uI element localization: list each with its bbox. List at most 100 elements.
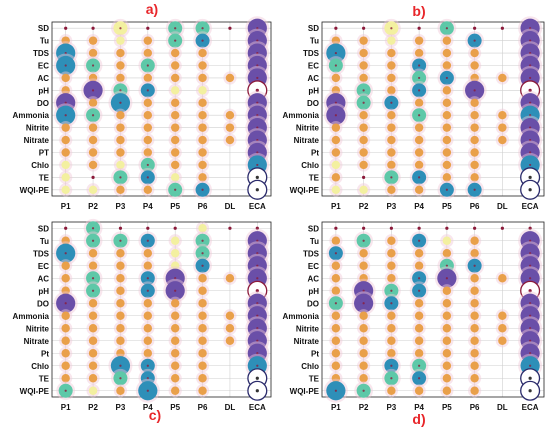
data-marker bbox=[198, 299, 207, 308]
data-marker bbox=[61, 236, 70, 245]
data-marker bbox=[170, 299, 180, 308]
marker-center-dot bbox=[64, 114, 67, 117]
y-tick-label: TE bbox=[309, 173, 320, 182]
x-tick-label: P4 bbox=[414, 403, 424, 412]
data-marker bbox=[334, 226, 338, 230]
panel-d: d) SD Tu TDS EC AC pH DO Ammonia Nitrite Nitrate Pt… bbox=[283, 221, 545, 427]
x-tick-label: P3 bbox=[386, 403, 396, 412]
ring-center-dot bbox=[528, 289, 532, 293]
data-marker bbox=[170, 173, 180, 182]
y-tick-label: Nitrate bbox=[24, 337, 50, 346]
data-marker bbox=[198, 135, 207, 145]
data-marker bbox=[88, 148, 98, 157]
marker-center-dot bbox=[334, 389, 337, 392]
y-tick-label: TDS bbox=[303, 49, 320, 58]
data-marker bbox=[61, 274, 70, 283]
data-marker bbox=[225, 311, 235, 320]
plot-frame bbox=[321, 221, 545, 398]
data-marker bbox=[470, 374, 479, 383]
data-marker bbox=[116, 148, 125, 157]
data-marker bbox=[500, 226, 504, 230]
y-tick-label: Pt bbox=[311, 149, 319, 158]
data-marker bbox=[170, 374, 180, 383]
y-tick-label: Ammonia bbox=[13, 312, 50, 321]
y-tick-label: WQI-PE bbox=[290, 387, 320, 396]
data-marker bbox=[198, 173, 207, 182]
data-marker bbox=[387, 261, 396, 270]
marker-center-dot bbox=[256, 239, 259, 242]
data-marker bbox=[387, 123, 396, 132]
x-tick-label: P2 bbox=[88, 403, 98, 412]
data-marker bbox=[198, 336, 207, 345]
marker-center-dot bbox=[529, 352, 532, 355]
y-tick-label: WQI-PE bbox=[20, 186, 50, 195]
data-marker bbox=[198, 274, 207, 283]
data-marker bbox=[331, 324, 341, 333]
data-marker bbox=[359, 123, 368, 132]
marker-center-dot bbox=[473, 188, 476, 191]
marker-center-dot bbox=[201, 252, 204, 255]
marker-center-dot bbox=[418, 76, 421, 80]
data-marker bbox=[417, 26, 421, 30]
x-tick-label: P3 bbox=[116, 202, 126, 211]
data-marker bbox=[88, 185, 98, 194]
data-marker bbox=[61, 286, 70, 295]
ring-center-dot bbox=[528, 389, 532, 393]
y-tick-label: DO bbox=[307, 99, 319, 108]
data-marker bbox=[359, 135, 368, 145]
data-marker bbox=[61, 336, 70, 345]
data-marker bbox=[88, 324, 98, 333]
data-marker bbox=[116, 386, 125, 395]
data-marker bbox=[387, 73, 396, 83]
data-marker bbox=[362, 175, 366, 179]
marker-center-dot bbox=[174, 188, 177, 191]
y-tick-label: pH bbox=[38, 287, 49, 296]
data-marker bbox=[414, 135, 424, 145]
data-marker bbox=[91, 175, 95, 179]
data-marker bbox=[170, 123, 180, 132]
ring-center-dot bbox=[528, 175, 532, 179]
data-marker bbox=[331, 123, 341, 132]
marker-center-dot bbox=[146, 389, 149, 392]
data-marker bbox=[173, 226, 177, 230]
data-marker bbox=[116, 286, 125, 295]
data-marker bbox=[170, 111, 180, 120]
data-marker bbox=[498, 123, 507, 132]
marker-center-dot bbox=[256, 277, 259, 280]
data-marker bbox=[225, 135, 235, 145]
ring-center-dot bbox=[255, 289, 259, 293]
data-marker bbox=[116, 111, 125, 120]
data-marker bbox=[442, 286, 452, 295]
marker-center-dot bbox=[256, 364, 259, 367]
marker-center-dot bbox=[418, 289, 421, 292]
marker-center-dot bbox=[334, 114, 337, 117]
data-marker bbox=[198, 386, 207, 395]
y-tick-label: TDS bbox=[33, 49, 50, 58]
marker-center-dot bbox=[256, 252, 259, 255]
marker-center-dot bbox=[529, 126, 532, 129]
marker-center-dot bbox=[445, 277, 448, 280]
data-marker bbox=[498, 135, 507, 145]
y-tick-label: AC bbox=[37, 74, 49, 83]
data-marker bbox=[359, 274, 368, 283]
data-marker bbox=[331, 374, 341, 383]
marker-center-dot bbox=[146, 64, 149, 67]
data-marker bbox=[414, 36, 424, 45]
data-marker bbox=[143, 148, 153, 157]
data-marker bbox=[61, 160, 70, 170]
y-tick-label: Nitrite bbox=[296, 124, 320, 133]
marker-center-dot bbox=[256, 39, 259, 42]
data-marker bbox=[61, 148, 70, 157]
data-marker bbox=[143, 249, 153, 258]
data-marker bbox=[64, 26, 68, 30]
y-tick-label: Tu bbox=[310, 37, 319, 46]
data-marker bbox=[225, 73, 235, 83]
y-tick-label: Nitrate bbox=[294, 337, 320, 346]
x-tick-label: P1 bbox=[331, 202, 341, 211]
marker-center-dot bbox=[473, 264, 476, 267]
data-marker bbox=[470, 324, 479, 333]
data-marker bbox=[414, 48, 424, 58]
data-marker bbox=[198, 160, 207, 170]
x-tick-label: P4 bbox=[414, 202, 424, 211]
plot-frame bbox=[321, 21, 545, 197]
